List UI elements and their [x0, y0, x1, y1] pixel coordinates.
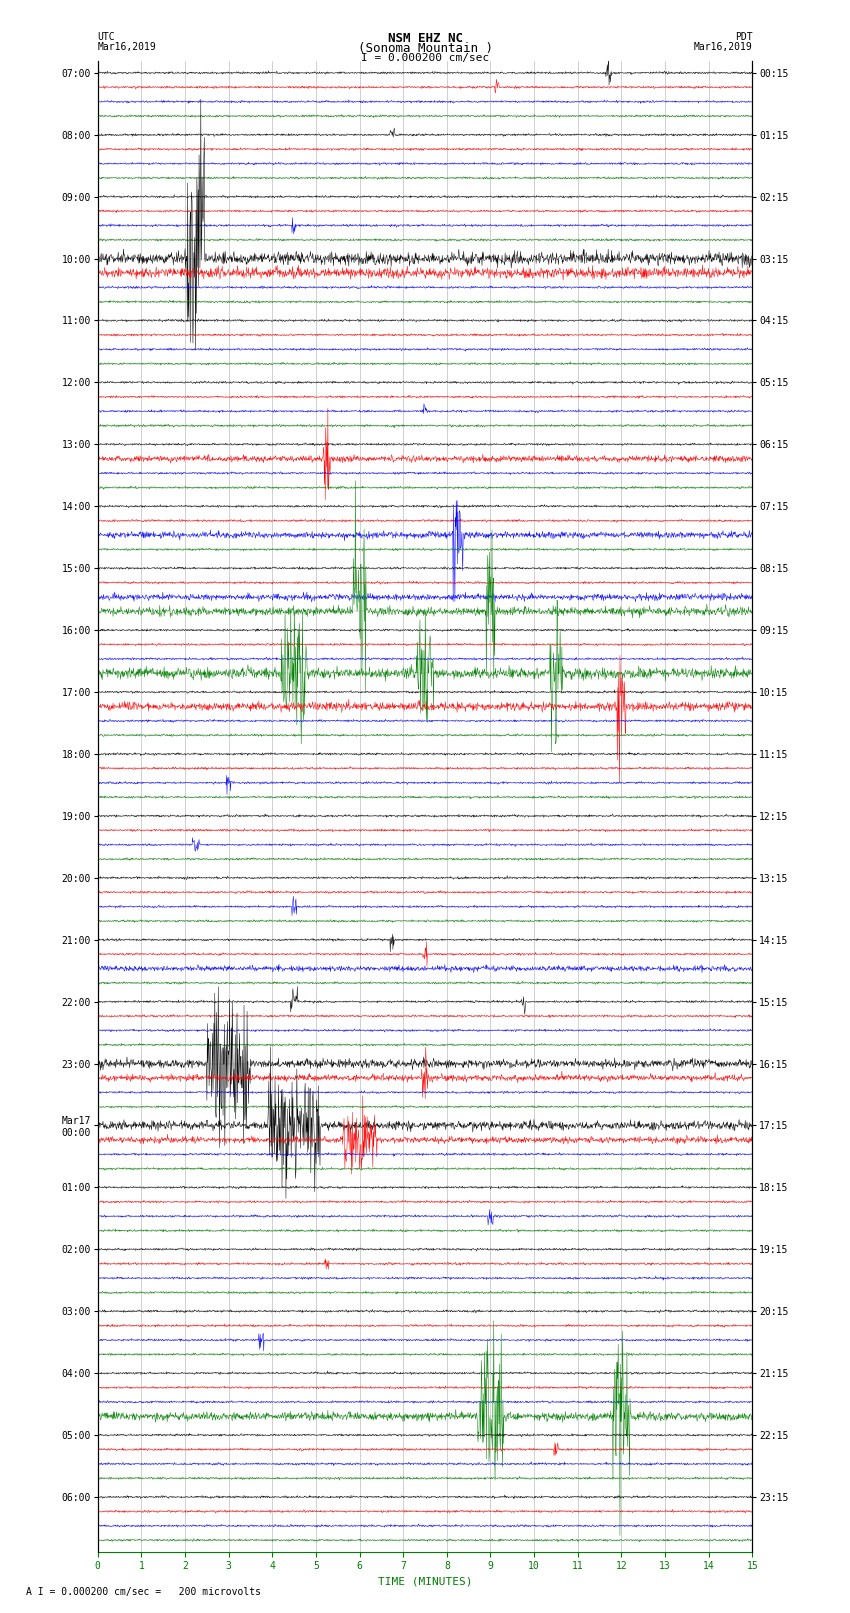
X-axis label: TIME (MINUTES): TIME (MINUTES): [377, 1578, 473, 1587]
Text: I = 0.000200 cm/sec: I = 0.000200 cm/sec: [361, 53, 489, 63]
Text: Mar16,2019: Mar16,2019: [98, 42, 156, 52]
Text: NSM EHZ NC: NSM EHZ NC: [388, 32, 462, 45]
Text: UTC: UTC: [98, 32, 116, 42]
Text: PDT: PDT: [734, 32, 752, 42]
Text: A I = 0.000200 cm/sec =   200 microvolts: A I = 0.000200 cm/sec = 200 microvolts: [26, 1587, 260, 1597]
Text: Mar16,2019: Mar16,2019: [694, 42, 752, 52]
Text: (Sonoma Mountain ): (Sonoma Mountain ): [358, 42, 492, 55]
